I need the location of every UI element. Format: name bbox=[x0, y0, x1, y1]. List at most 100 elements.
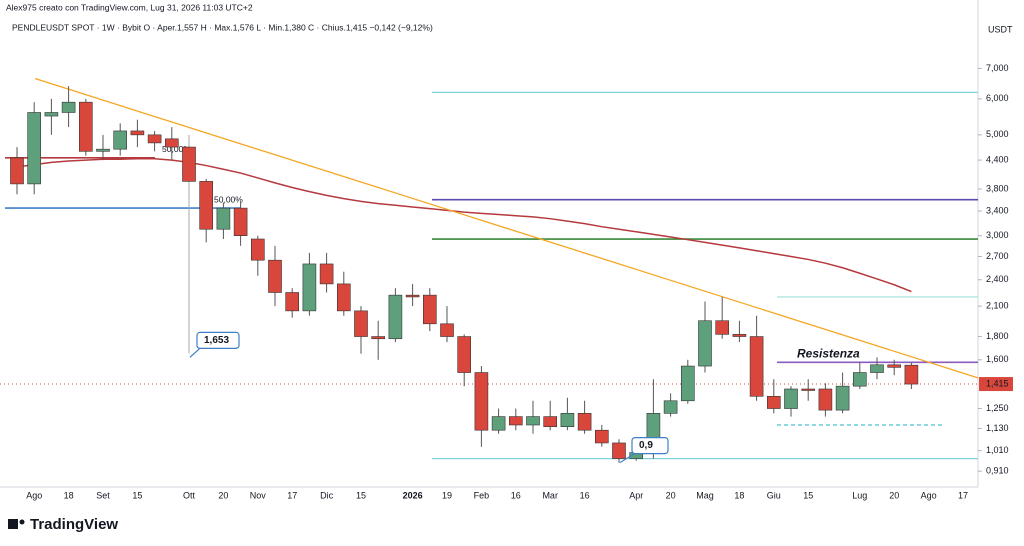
candle-body bbox=[526, 416, 540, 426]
candle-body bbox=[44, 112, 59, 117]
candle-body bbox=[165, 138, 179, 148]
candle-body bbox=[457, 336, 472, 373]
candle-body bbox=[130, 130, 145, 136]
candle-body bbox=[474, 372, 489, 431]
candle-body bbox=[354, 310, 368, 337]
y-tick-label: 3,000 bbox=[986, 230, 1009, 240]
y-tick-label: 2,100 bbox=[986, 300, 1009, 310]
x-tick-label: 18 bbox=[64, 490, 74, 500]
candle-body bbox=[27, 112, 42, 185]
candle-body bbox=[887, 364, 902, 368]
x-tick-label: 17 bbox=[958, 490, 968, 500]
logo: TradingView bbox=[8, 516, 118, 533]
candle-body bbox=[233, 207, 248, 236]
x-tick-label: 20 bbox=[889, 490, 899, 500]
candle-body bbox=[61, 101, 76, 113]
y-tick-label: 1,600 bbox=[986, 354, 1009, 364]
candle-body bbox=[336, 283, 351, 312]
x-tick-label: Ago bbox=[921, 490, 937, 500]
x-tick-label: Ago bbox=[26, 490, 42, 500]
trendline bbox=[34, 77, 979, 379]
x-tick-label: Lug bbox=[852, 490, 867, 500]
candle-body bbox=[371, 336, 386, 340]
level-label: 50,00% bbox=[162, 144, 191, 154]
y-tick-label: 1,800 bbox=[986, 331, 1009, 341]
x-tick-label: 15 bbox=[132, 490, 142, 500]
candle-body bbox=[113, 130, 127, 150]
x-tick-label: Dic bbox=[320, 490, 333, 500]
callout-box bbox=[196, 331, 240, 349]
y-tick-label: 4,400 bbox=[986, 154, 1009, 164]
candle-body bbox=[285, 292, 300, 312]
candle-body bbox=[216, 207, 231, 230]
candle-body bbox=[147, 134, 162, 144]
candle-body bbox=[422, 294, 437, 325]
candle-body bbox=[749, 336, 764, 397]
y-tick-label: 1,250 bbox=[986, 403, 1009, 413]
candle-body bbox=[560, 413, 575, 428]
y-tick-label: 1,130 bbox=[986, 423, 1009, 433]
y-tick-label: 0,910 bbox=[986, 466, 1009, 476]
callout-box bbox=[631, 436, 669, 455]
y-axis-label: USDT bbox=[988, 24, 1013, 34]
x-tick-label: 18 bbox=[734, 490, 744, 500]
candle-body bbox=[766, 395, 781, 409]
x-tick-label: 17 bbox=[287, 490, 297, 500]
candle-body bbox=[96, 148, 110, 152]
candle-body bbox=[698, 320, 712, 367]
y-tick-label: 2,400 bbox=[986, 274, 1009, 284]
x-tick-label: 20 bbox=[666, 490, 676, 500]
candle-body bbox=[577, 413, 592, 431]
candle-body bbox=[612, 442, 626, 459]
candle-body bbox=[835, 385, 850, 411]
x-tick-label: 15 bbox=[803, 490, 813, 500]
y-tick-label: 3,400 bbox=[986, 205, 1009, 215]
candle-body bbox=[199, 181, 213, 230]
x-tick-label: Set bbox=[96, 490, 110, 500]
candle-body bbox=[405, 294, 420, 298]
y-tick-label: 6,000 bbox=[986, 93, 1009, 103]
candle-body bbox=[715, 320, 730, 335]
candle-body bbox=[801, 388, 816, 391]
candle-body bbox=[818, 388, 833, 411]
brand: TradingView bbox=[30, 516, 118, 533]
moving-average bbox=[16, 157, 912, 293]
y-tick-label: 3,800 bbox=[986, 183, 1009, 193]
x-tick-label: Nov bbox=[250, 490, 267, 500]
candle-body bbox=[663, 400, 678, 414]
x-tick-label: Mag bbox=[696, 490, 714, 500]
y-tick-label: 7,000 bbox=[986, 63, 1009, 73]
callout-label: 1,653 bbox=[204, 335, 229, 346]
callout: 1,653 bbox=[189, 331, 240, 358]
candle-body bbox=[182, 146, 196, 182]
candle-body bbox=[784, 388, 798, 409]
x-tick-label: Mar bbox=[542, 490, 558, 500]
level-label: 50,00% bbox=[214, 194, 243, 204]
chart-subtitle: PENDLEUSDT SPOT · 1W · Bybit O · Aper.1,… bbox=[12, 22, 433, 32]
candle-body bbox=[79, 101, 93, 152]
x-tick-label: Feb bbox=[474, 490, 490, 500]
chart-title: Alex975 creato con TradingView.com, Lug … bbox=[6, 2, 253, 12]
candle-body bbox=[440, 323, 454, 337]
x-tick-label: 20 bbox=[218, 490, 228, 500]
candle-body bbox=[870, 364, 884, 373]
last-price-tag bbox=[979, 377, 1013, 392]
candle-body bbox=[732, 334, 747, 337]
level-label: Resistenza bbox=[797, 346, 860, 360]
callout-pointer bbox=[189, 346, 202, 358]
candle-body bbox=[388, 294, 403, 340]
callout-pointer bbox=[619, 452, 637, 464]
candle-body bbox=[491, 416, 506, 431]
candle-body bbox=[302, 263, 317, 312]
candle-body bbox=[543, 416, 558, 428]
y-tick-label: 2,700 bbox=[986, 251, 1009, 261]
candle-body bbox=[508, 416, 523, 426]
x-tick-label: 16 bbox=[511, 490, 521, 500]
candle-body bbox=[268, 259, 282, 293]
candle-body bbox=[680, 365, 695, 402]
x-tick-label: Giu bbox=[767, 490, 781, 500]
candle-body bbox=[852, 372, 867, 387]
candle-body bbox=[251, 238, 265, 261]
candle-body bbox=[594, 429, 609, 444]
